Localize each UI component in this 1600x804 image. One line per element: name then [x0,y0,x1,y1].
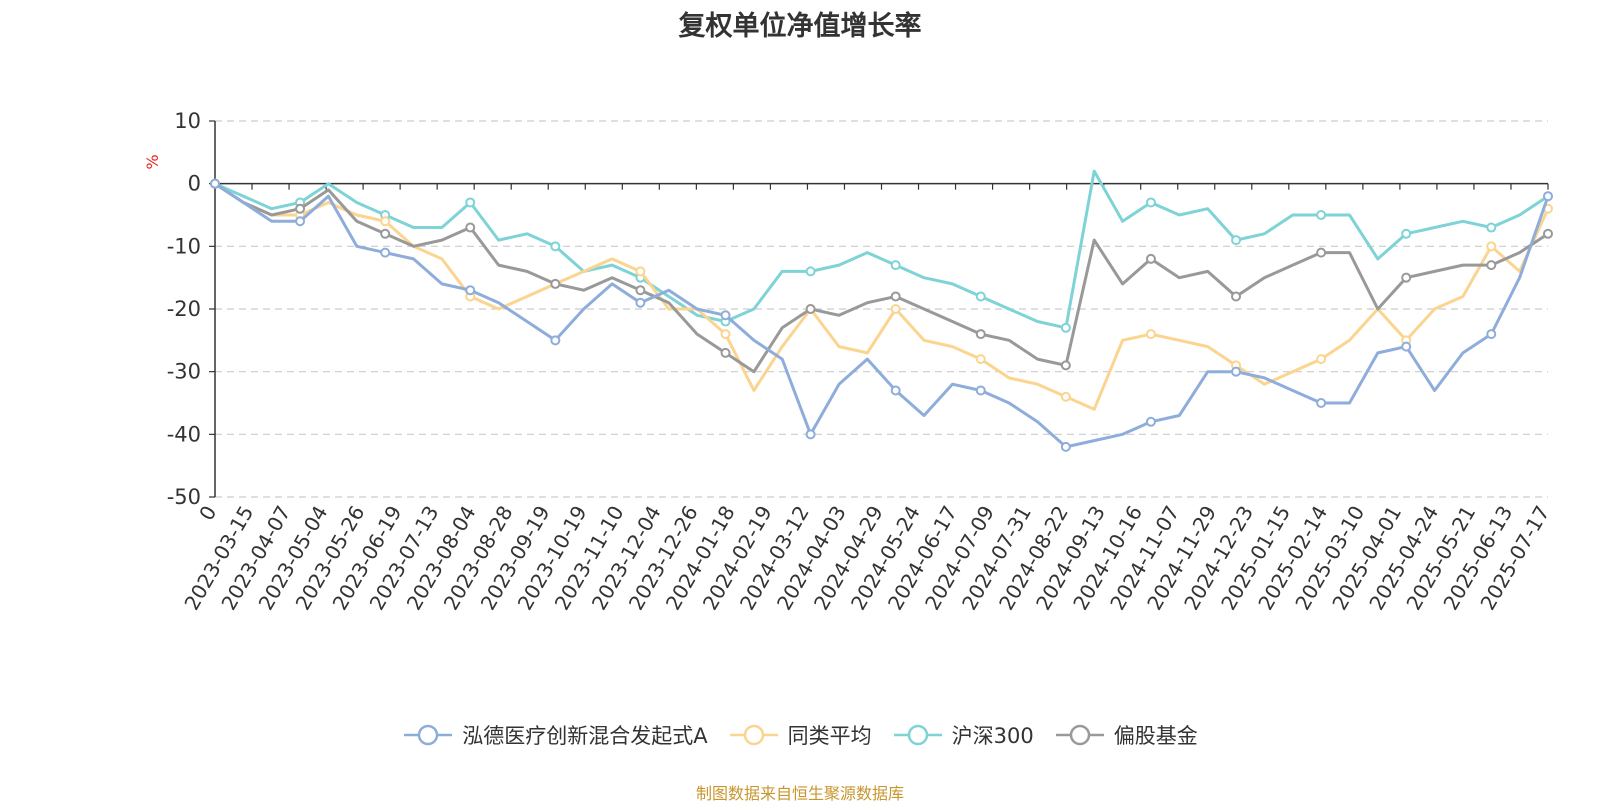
legend-item[interactable]: 沪深300 [892,720,1034,750]
data-point [1060,360,1071,371]
data-point [1316,398,1327,408]
data-point [380,228,391,239]
data-point [1145,197,1156,208]
data-point [975,354,986,365]
data-point [1231,291,1242,302]
legend-item[interactable]: 泓德医疗创新混合发起式A [402,720,708,750]
legend-line-circle-icon [404,724,453,746]
y-tick-label: 10 [174,109,201,133]
data-point [295,203,306,214]
data-point [890,304,901,314]
y-tick-label: -30 [167,360,201,384]
legend-line-circle-icon [729,724,778,746]
data-point [1145,416,1156,427]
data-point [380,247,391,258]
data-point [1401,341,1412,352]
data-point [1486,329,1497,340]
data-point [975,385,986,396]
legend-label: 偏股基金 [1113,724,1198,748]
data-point [550,241,561,252]
data-point [1486,222,1497,233]
series-line [214,182,1550,411]
legend-label: 沪深300 [951,724,1034,748]
data-point [1543,228,1553,239]
y-tick-label: -50 [167,485,201,509]
data-point [1231,366,1242,377]
data-point [1316,210,1327,220]
data-point [1543,191,1553,202]
data-point [550,278,561,289]
data-point [1401,228,1412,239]
data-point [720,310,731,321]
data-point [975,291,986,302]
y-tick-label: -20 [167,297,201,321]
data-point [1486,241,1497,252]
data-point [295,216,306,227]
data-point [805,429,816,440]
y-axis-label: % [143,154,162,169]
data-point [720,347,731,358]
legend-label: 泓德医疗创新混合发起式A [462,724,708,748]
data-point [1231,235,1242,246]
data-point [550,335,561,346]
source-note: 制图数据来自恒生聚源数据库 [695,784,904,803]
data-point [1316,247,1327,258]
y-tick-label: 0 [188,172,201,196]
data-point [805,304,816,314]
legend-line-circle-icon [1055,724,1104,746]
y-tick-label: -10 [167,234,201,258]
data-point [1145,253,1156,264]
data-point [465,197,476,208]
series-line [214,182,1549,374]
data-point [1060,322,1071,333]
data-point [465,285,476,296]
data-point [975,329,986,340]
data-point [1486,260,1497,271]
data-point [890,385,901,396]
data-point [210,178,220,189]
data-point [1401,272,1412,283]
data-point [805,266,816,277]
data-point [1316,354,1327,365]
chart-title: 复权单位净值增长率 [678,11,922,42]
x-tick-label: 0 [194,502,221,525]
data-point [465,222,476,233]
data-point [1060,391,1071,402]
data-point [1060,441,1071,452]
data-point [380,216,391,227]
legend-label: 同类平均 [787,724,872,748]
line-chart: 100-10-20-30-40-50%02023-03-152023-04-07… [143,109,1554,614]
data-point [1145,329,1156,340]
data-point [635,297,646,308]
data-point [635,266,646,277]
data-point [635,285,646,296]
legend-item[interactable]: 偏股基金 [1054,720,1198,750]
data-point [720,329,731,340]
series-line [214,169,1549,330]
legend: 泓德医疗创新混合发起式A 同类平均 沪深300 偏股基金 [0,720,1600,750]
data-point [890,260,901,271]
series-line [214,182,1550,449]
data-point [890,291,901,302]
legend-line-circle-icon [893,724,942,746]
y-tick-label: -40 [167,422,201,446]
legend-item[interactable]: 同类平均 [728,720,872,750]
